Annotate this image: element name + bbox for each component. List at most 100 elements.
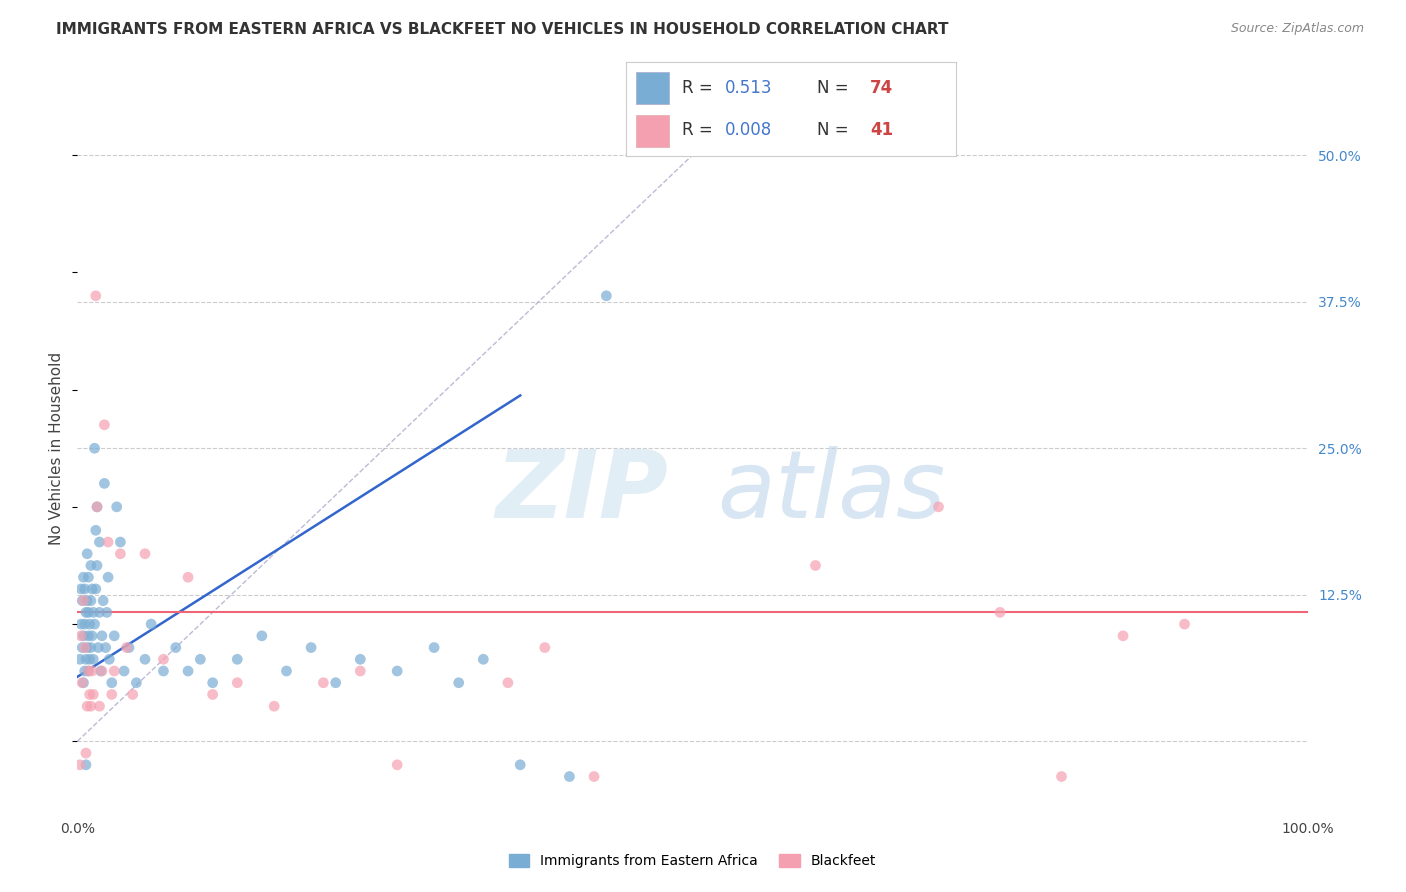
Point (152, 652, 174, 666)
Point (70, 629, 93, 643)
Point (80, 593, 103, 607)
Point (423, 640, 446, 655)
Point (90, 664, 112, 678)
Point (349, 652, 371, 666)
Point (101, 688, 124, 702)
Point (558, 770, 581, 784)
Point (93, 476, 115, 491)
Point (97, 570, 120, 584)
Point (496, 675, 519, 690)
Point (76, 640, 98, 655)
Point (90, 664, 114, 678)
Point (103, 629, 125, 643)
Point (165, 640, 187, 655)
Point (928, 500, 950, 514)
Text: N =: N = (817, 78, 849, 96)
Point (325, 675, 347, 690)
Point (79, 652, 101, 666)
Point (87, 640, 110, 655)
Point (75, 652, 97, 666)
Point (89, 699, 111, 714)
Point (201, 688, 224, 702)
Point (82, 582, 104, 596)
Point (134, 652, 156, 666)
Point (121, 688, 143, 702)
Point (472, 652, 495, 666)
Point (509, 757, 531, 772)
Point (177, 570, 200, 584)
Point (86, 500, 108, 514)
Point (125, 675, 148, 690)
Point (112, 664, 135, 678)
Bar (636, 72, 669, 103)
Point (70, 640, 93, 655)
Point (80, 640, 103, 655)
Point (79, 617, 101, 632)
Point (93, 417, 115, 432)
Point (387, 664, 409, 678)
Point (77, 606, 100, 620)
Text: atlas: atlas (717, 446, 945, 537)
Point (103, 664, 125, 678)
Point (447, 675, 470, 690)
Point (82, 664, 104, 678)
Point (77, 664, 100, 678)
Point (91, 593, 114, 607)
Point (80, 699, 103, 714)
Point (77, 570, 100, 584)
Point (89, 535, 111, 549)
Point (1174, 617, 1197, 632)
Text: 41: 41 (870, 121, 893, 139)
Point (97, 535, 120, 549)
Point (101, 675, 124, 690)
Point (79, 688, 101, 702)
Point (84, 289, 107, 303)
Point (804, 558, 827, 573)
Point (94, 640, 117, 655)
Point (349, 664, 371, 678)
Point (69, 757, 91, 772)
Point (90, 629, 114, 643)
Point (72, 593, 94, 607)
Point (534, 640, 557, 655)
Point (141, 617, 163, 632)
Point (76, 593, 98, 607)
Point (387, 757, 409, 772)
Y-axis label: No Vehicles in Household: No Vehicles in Household (49, 351, 65, 545)
Text: IMMIGRANTS FROM EASTERN AFRICA VS BLACKFEET NO VEHICLES IN HOUSEHOLD CORRELATION: IMMIGRANTS FROM EASTERN AFRICA VS BLACKF… (56, 22, 949, 37)
Point (110, 535, 132, 549)
Point (226, 675, 249, 690)
Point (82, 652, 104, 666)
Point (82, 688, 104, 702)
Bar (636, 115, 669, 147)
Point (98, 652, 121, 666)
Point (84, 582, 107, 596)
Point (70, 617, 93, 632)
Point (75, 757, 97, 772)
Point (77, 629, 100, 643)
Point (226, 652, 249, 666)
Point (83, 617, 105, 632)
Point (83, 442, 105, 456)
Point (118, 640, 141, 655)
Point (82, 629, 104, 643)
Point (86, 500, 108, 514)
Point (76, 547, 98, 561)
Point (152, 664, 174, 678)
Point (73, 617, 96, 632)
Point (190, 652, 212, 666)
Point (105, 500, 128, 514)
Point (115, 640, 138, 655)
Point (80, 558, 103, 573)
Text: ZIP: ZIP (495, 446, 668, 538)
Point (988, 606, 1011, 620)
Point (312, 675, 335, 690)
Point (1112, 629, 1135, 643)
Point (72, 675, 94, 690)
Point (73, 640, 96, 655)
Point (96, 606, 118, 620)
Point (75, 746, 97, 760)
Point (583, 770, 606, 784)
Point (110, 547, 132, 561)
Point (263, 699, 285, 714)
